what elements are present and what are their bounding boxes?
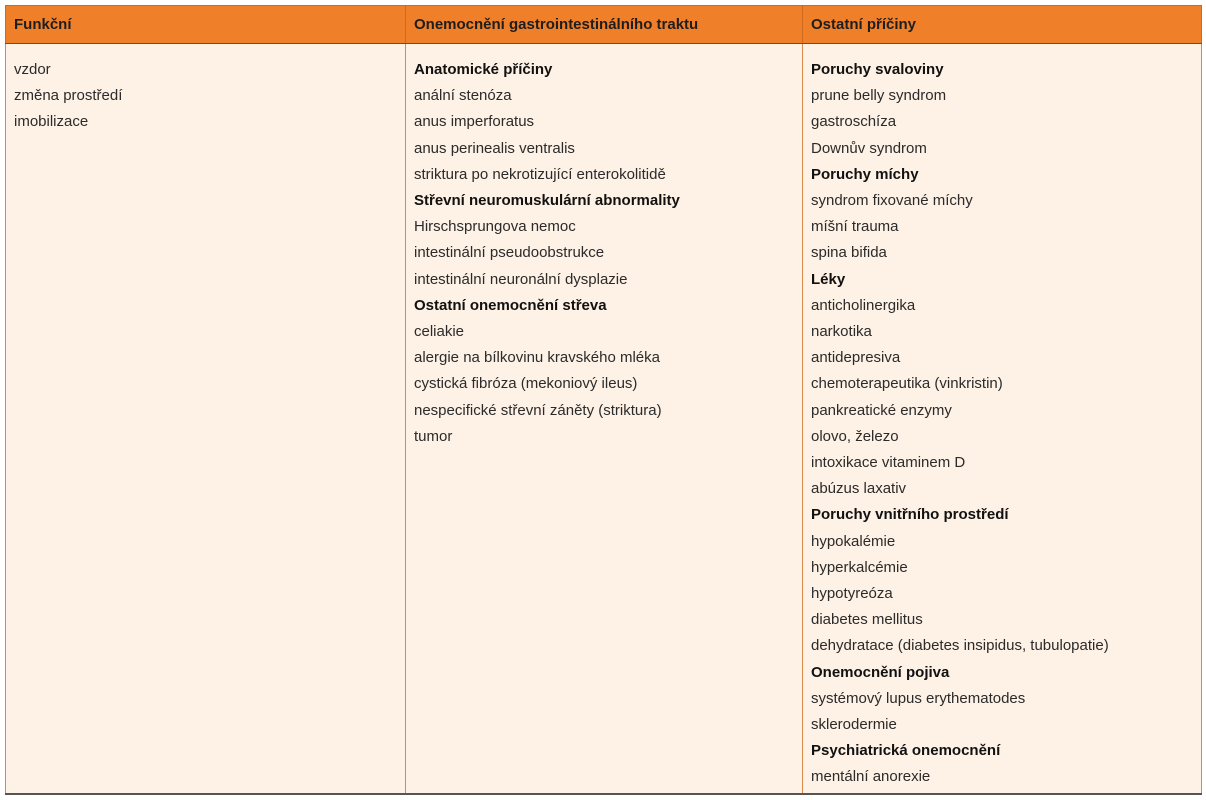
list-item: chemoterapeutika (vinkristin) xyxy=(811,375,1003,393)
list-item: sklerodermie xyxy=(811,716,897,734)
list-item: hypotyreóza xyxy=(811,585,893,603)
category-heading: Poruchy vnitřního prostředí xyxy=(811,506,1009,524)
list-item: anální stenóza xyxy=(414,87,512,105)
list-item: Downův syndrom xyxy=(811,139,927,157)
list-item: diabetes mellitus xyxy=(811,611,923,629)
list-item: gastroschíza xyxy=(811,113,897,131)
list-item: syndrom fixované míchy xyxy=(811,192,973,210)
list-item: anus imperforatus xyxy=(414,113,535,131)
causes-table-container: Funkční Onemocnění gastrointestinálního … xyxy=(5,5,1202,795)
table-header-row: Funkční Onemocnění gastrointestinálního … xyxy=(5,5,1202,44)
header-other-causes: Ostatní příčiny xyxy=(802,5,1202,44)
list-item: hyperkalcémie xyxy=(811,558,908,576)
list-item: imobilizace xyxy=(14,113,89,131)
list-item: Hirschsprungova nemoc xyxy=(414,218,576,236)
causes-table: Funkční Onemocnění gastrointestinálního … xyxy=(5,5,1202,795)
list-item: anticholinergika xyxy=(811,296,916,314)
header-gastrointestinal: Onemocnění gastrointestinálního traktu xyxy=(405,5,803,44)
list-item: anus perinealis ventralis xyxy=(414,139,575,157)
list-item: striktura po nekrotizující enterokolitid… xyxy=(414,165,666,183)
header-functional: Funkční xyxy=(5,5,406,44)
list-item: cystická fibróza (mekoniový ileus) xyxy=(414,375,638,393)
list-item: intoxikace vitaminem D xyxy=(811,454,966,472)
category-heading: Onemocnění pojiva xyxy=(811,663,950,681)
list-item: prune belly syndrom xyxy=(811,87,947,105)
list-item: hypokalémie xyxy=(811,532,896,550)
list-item: mentální anorexie xyxy=(811,768,931,786)
column-functional: vzdor změna prostředí imobilizace xyxy=(5,43,406,795)
list-item: spina bifida xyxy=(811,244,887,262)
list-item: tumor xyxy=(414,427,453,445)
list-item: intestinální pseudoobstrukce xyxy=(414,244,605,262)
list-item: změna prostředí xyxy=(14,87,123,105)
category-heading: Psychiatrická onemocnění xyxy=(811,742,1001,760)
category-heading: Anatomické příčiny xyxy=(414,61,553,78)
list-item: vzdor xyxy=(14,61,51,78)
list-item: míšní trauma xyxy=(811,218,899,236)
list-item: olovo, železo xyxy=(811,427,899,445)
list-item: alergie na bílkovinu kravského mléka xyxy=(414,349,660,367)
category-heading: Léky xyxy=(811,270,846,288)
list-item: intestinální neuronální dysplazie xyxy=(414,270,628,288)
category-heading: Ostatní onemocnění střeva xyxy=(414,296,607,314)
list-item: celiakie xyxy=(414,323,465,341)
list-item: systémový lupus erythematodes xyxy=(811,689,1026,707)
list-item: antidepresiva xyxy=(811,349,901,367)
list-item: abúzus laxativ xyxy=(811,480,907,498)
list-item: dehydratace (diabetes insipidus, tubulop… xyxy=(811,637,1109,655)
table-body-row: vzdor změna prostředí imobilizace Anatomic… xyxy=(5,43,1202,795)
list-item: pankreatické enzymy xyxy=(811,401,952,419)
column-gastrointestinal: Anatomické příčiny anální stenóza anus imp… xyxy=(405,43,803,795)
list-item: narkotika xyxy=(811,323,872,341)
category-heading: Poruchy svaloviny xyxy=(811,61,944,78)
list-item: nespecifické střevní záněty (striktura) xyxy=(414,401,662,419)
category-heading: Poruchy míchy xyxy=(811,165,919,183)
category-heading: Střevní neuromuskulární abnormality xyxy=(414,192,680,210)
column-other-causes: Poruchy svaloviny prune belly syndrom gast… xyxy=(802,43,1202,795)
